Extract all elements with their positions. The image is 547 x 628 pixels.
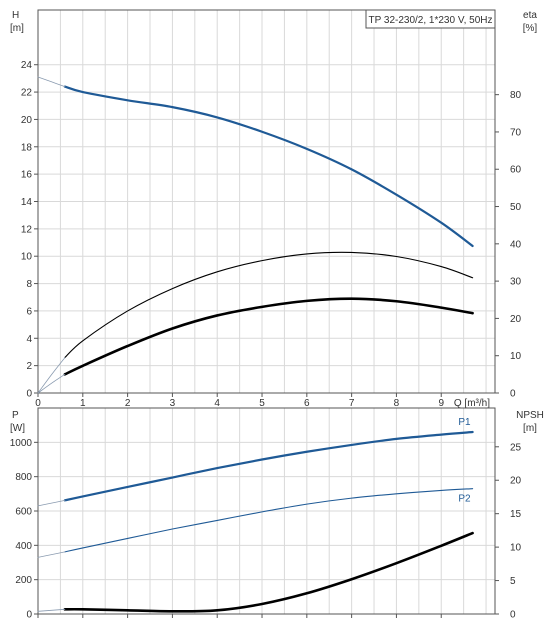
y-left-tick-label: 400 <box>15 541 32 552</box>
y-left-tick-label: 200 <box>15 575 32 586</box>
y-left-tick-label: 0 <box>26 389 32 400</box>
y-right-tick-label: 0 <box>510 389 516 400</box>
series-line <box>64 251 474 359</box>
y-right-tick-label: 10 <box>510 543 522 554</box>
series-line <box>63 531 474 613</box>
series-line-p2 <box>64 488 474 553</box>
y-right-tick-label: 80 <box>510 90 522 101</box>
y-left-tick-label: 14 <box>21 197 33 208</box>
y-left-tick-label: 8 <box>26 279 32 290</box>
series-label-p1: P1 <box>458 417 471 428</box>
series-line <box>63 85 474 248</box>
x-tick-label: 6 <box>304 398 310 409</box>
y-left-tick-label: 24 <box>21 60 33 71</box>
chart-title: TP 32-230/2, 1*230 V, 50Hz <box>369 15 493 26</box>
x-tick-label: 5 <box>259 398 265 409</box>
y-left-tick-label: 4 <box>26 334 32 345</box>
y-right-axis-label: NPSH <box>516 410 544 421</box>
y-left-tick-label: 12 <box>21 224 33 235</box>
x-tick-label: 1 <box>80 398 86 409</box>
y-left-tick-label: 600 <box>15 507 32 518</box>
y-right-tick-label: 5 <box>510 576 516 587</box>
y-left-axis-label: P <box>12 410 19 421</box>
y-right-tick-label: 30 <box>510 277 522 288</box>
x-tick-label: 7 <box>349 398 355 409</box>
y-left-tick-label: 2 <box>26 361 32 372</box>
y-left-axis-unit: [m] <box>10 23 24 34</box>
y-left-tick-label: 22 <box>21 88 33 99</box>
y-right-axis-unit: [%] <box>523 23 538 34</box>
y-left-tick-label: 1000 <box>10 438 33 449</box>
y-left-tick-label: 0 <box>26 610 32 621</box>
series-extension-line <box>37 76 66 87</box>
y-right-tick-label: 20 <box>510 476 522 487</box>
y-right-tick-label: 50 <box>510 202 522 213</box>
y-left-tick-label: 16 <box>21 170 33 181</box>
y-left-axis-label: H <box>12 10 19 21</box>
x-tick-label: 8 <box>394 398 400 409</box>
y-left-axis-unit: [W] <box>10 423 25 434</box>
series-extension-line <box>37 499 66 507</box>
y-right-tick-label: 70 <box>510 127 522 138</box>
y-right-tick-label: 0 <box>510 610 516 621</box>
y-left-tick-label: 20 <box>21 115 33 126</box>
x-tick-label: 2 <box>125 398 131 409</box>
x-tick-label: 0 <box>35 398 41 409</box>
power-npsh-panel: 0 200 400 600 800 1000 0 5 10 15 20 25 P [W] NPSH [m] P1… <box>10 407 544 621</box>
series-extension-line <box>37 608 66 612</box>
y-right-tick-label: 10 <box>510 351 522 362</box>
y-right-axis-unit: [m] <box>523 423 537 434</box>
x-axis-label: Q [m³/h] <box>454 398 490 409</box>
y-right-tick-label: 60 <box>510 165 522 176</box>
series-extension-line <box>37 357 66 394</box>
y-left-tick-label: 6 <box>26 306 32 317</box>
series-line <box>63 297 474 376</box>
x-tick-label: 9 <box>438 398 444 409</box>
series-extension-line <box>37 551 66 558</box>
y-right-tick-label: 20 <box>510 314 522 325</box>
y-left-tick-label: 800 <box>15 472 32 483</box>
series-label-p2: P2 <box>458 494 471 505</box>
series-extension-line <box>37 373 66 394</box>
y-right-tick-label: 15 <box>510 509 522 520</box>
y-left-tick-label: 10 <box>21 252 33 263</box>
x-tick-label: 4 <box>214 398 220 409</box>
y-left-tick-label: 18 <box>21 142 33 153</box>
y-right-tick-label: 40 <box>510 239 522 250</box>
series-line-p1 <box>63 430 474 502</box>
y-right-axis-label: eta <box>523 10 537 21</box>
y-right-tick-label: 25 <box>510 442 522 453</box>
x-tick-label: 3 <box>170 398 176 409</box>
title-box <box>365 9 496 29</box>
